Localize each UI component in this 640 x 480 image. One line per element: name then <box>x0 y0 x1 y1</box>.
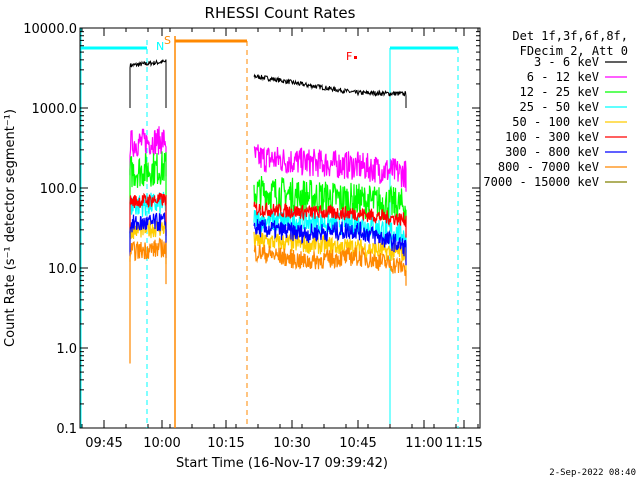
series-line-1 <box>253 144 407 192</box>
x-tick-label: 10:30 <box>273 436 310 451</box>
series-line-6 <box>253 219 407 266</box>
attenuator-night-saa-overlays: N S F <box>80 28 459 428</box>
y-tick-label: 10.0 <box>48 262 77 277</box>
series-group <box>129 58 407 364</box>
legend-label: 800 - 7000 keV <box>498 160 599 174</box>
x-axis: 09:45 10:00 10:15 10:30 10:45 11:00 11:15 <box>81 28 483 451</box>
chart-title: RHESSI Count Rates <box>205 4 356 22</box>
series-line-7 <box>129 236 167 364</box>
x-tick-label: 10:00 <box>143 436 180 451</box>
annotation-n: N <box>156 40 164 53</box>
legend-header-line: FDecim 2, Att 0 <box>520 44 628 58</box>
legend-label: 12 - 25 keV <box>520 85 599 99</box>
series-line-0 <box>253 73 407 108</box>
x-tick-label: 10:15 <box>207 436 244 451</box>
series-line-5 <box>129 192 167 236</box>
legend-label: 25 - 50 keV <box>520 100 599 114</box>
series-line-6 <box>129 212 167 259</box>
y-tick-label: 100.0 <box>40 182 77 197</box>
legend-label: 3 - 6 keV <box>534 55 599 69</box>
series-line-0 <box>129 58 167 108</box>
series-line-2 <box>253 175 407 224</box>
y-tick-label: 1000.0 <box>32 102 78 117</box>
series-line-1 <box>129 126 167 177</box>
y-tick-label: 0.1 <box>56 422 77 437</box>
series-line-4 <box>253 231 407 272</box>
x-tick-label: 11:15 <box>445 436 482 451</box>
timestamp: 2-Sep-2022 08:40 <box>549 468 636 478</box>
y-tick-label: 10000.0 <box>23 22 77 37</box>
flare-marker <box>354 56 357 59</box>
x-axis-label: Start Time (16-Nov-17 09:39:42) <box>176 456 388 471</box>
y-axis: 0.1 1.0 10.0 100.0 1000.0 10000.0 <box>23 22 480 437</box>
annotation-s: S <box>164 34 171 47</box>
series-line-2 <box>129 151 167 205</box>
y-tick-label: 1.0 <box>56 342 77 357</box>
legend-label: 7000 - 15000 keV <box>483 175 599 189</box>
x-tick-label: 11:00 <box>405 436 442 451</box>
legend-header-line: Det 1f,3f,6f,8f, <box>512 29 628 43</box>
legend-label: 6 - 12 keV <box>527 70 599 84</box>
x-tick-label: 09:45 <box>85 436 122 451</box>
y-axis-label: Count Rate (s⁻¹ detector segment⁻¹) <box>3 109 18 347</box>
legend-label: 100 - 300 keV <box>505 130 599 144</box>
x-tick-label: 10:45 <box>339 436 376 451</box>
legend-label: 50 - 100 keV <box>512 115 599 129</box>
legend-label: 300 - 800 keV <box>505 145 599 159</box>
series-line-5 <box>253 201 407 238</box>
series-line-7 <box>253 244 407 286</box>
annotation-f: F <box>346 50 352 63</box>
legend: Det 1f,3f,6f,8f,FDecim 2, Att 03 - 6 keV… <box>483 29 628 189</box>
